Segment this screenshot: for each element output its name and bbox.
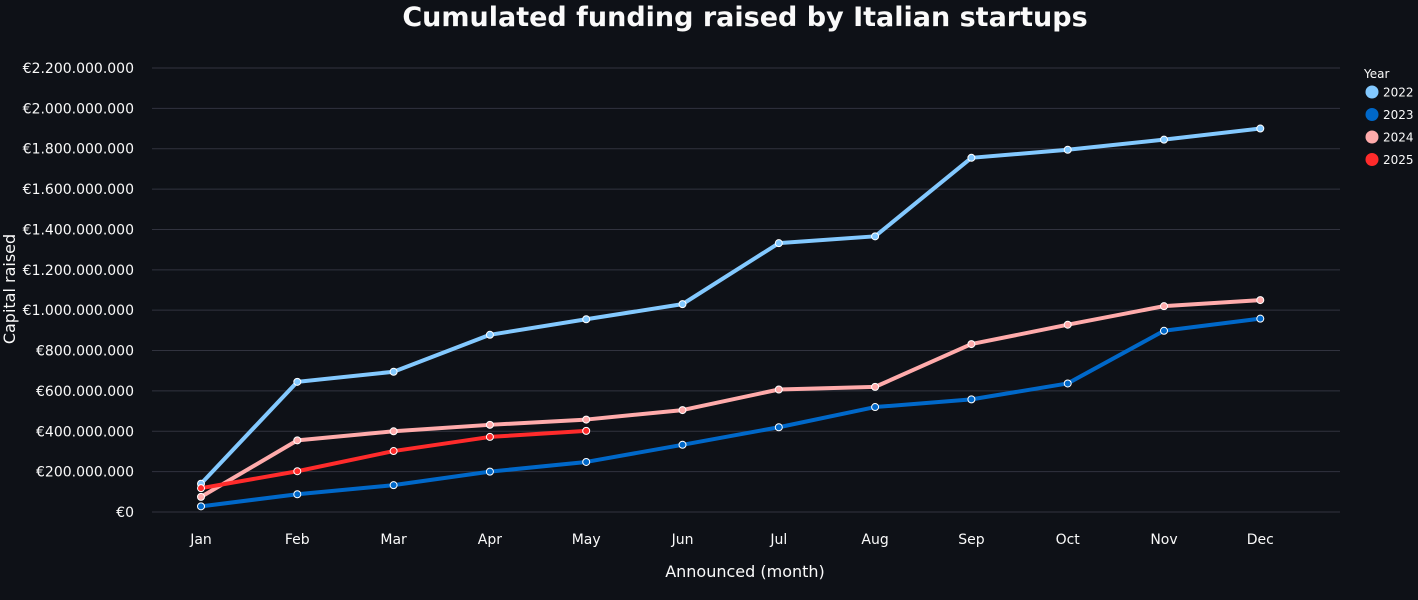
x-tick-label: Aug xyxy=(861,532,888,548)
legend-swatch xyxy=(1365,108,1379,121)
y-tick-label: €600.000.000 xyxy=(36,384,134,400)
x-tick-label: Mar xyxy=(380,532,407,548)
legend-swatch xyxy=(1365,130,1379,144)
grid xyxy=(152,67,1340,513)
y-tick-label: €400.000.000 xyxy=(36,424,134,440)
x-tick-label: May xyxy=(572,532,601,548)
x-tick-label: Nov xyxy=(1150,532,1177,548)
data-point[interactable] xyxy=(485,420,494,429)
series-line xyxy=(199,298,1263,499)
y-tick-label: €0 xyxy=(116,505,134,521)
data-point[interactable] xyxy=(485,467,494,476)
data-point[interactable] xyxy=(582,457,591,466)
data-point[interactable] xyxy=(485,432,494,441)
chart-title: Cumulated funding raised by Italian star… xyxy=(402,2,1087,33)
data-point[interactable] xyxy=(1256,124,1265,133)
y-tick-label: €1.600.000.000 xyxy=(23,182,134,198)
x-tick-label: Jan xyxy=(189,532,212,548)
y-tick-label: €1.200.000.000 xyxy=(23,263,134,279)
data-point[interactable] xyxy=(871,232,880,241)
data-point[interactable] xyxy=(1063,145,1072,154)
data-point[interactable] xyxy=(967,395,976,404)
series-2025 xyxy=(197,426,591,493)
series-2024 xyxy=(197,296,1265,501)
legend-item-2025[interactable]: 2025 xyxy=(1365,153,1414,167)
data-point[interactable] xyxy=(582,426,591,435)
series-lines xyxy=(197,124,1265,511)
y-tick-label: €2.000.000.000 xyxy=(23,101,134,117)
data-point[interactable] xyxy=(774,239,783,248)
y-axis-title: Capital raised xyxy=(0,234,19,344)
data-point[interactable] xyxy=(774,423,783,432)
data-point[interactable] xyxy=(485,330,494,339)
legend-swatch xyxy=(1365,153,1379,166)
data-point[interactable] xyxy=(197,492,205,501)
data-point[interactable] xyxy=(1063,320,1072,329)
data-point[interactable] xyxy=(389,427,398,436)
data-point[interactable] xyxy=(293,467,302,476)
data-point[interactable] xyxy=(1256,296,1265,305)
legend: Year 2022 2023 2024 2025 xyxy=(1363,67,1414,167)
data-point[interactable] xyxy=(389,367,398,376)
y-tick-label: €2.200.000.000 xyxy=(23,61,134,77)
legend-label: 2024 xyxy=(1383,131,1414,145)
series-line xyxy=(199,428,589,491)
data-point[interactable] xyxy=(582,315,591,324)
data-point[interactable] xyxy=(293,490,302,499)
y-tick-label: €1.800.000.000 xyxy=(23,142,134,158)
legend-label: 2025 xyxy=(1383,153,1414,167)
series-2023 xyxy=(197,314,1265,511)
series-line xyxy=(199,316,1263,509)
x-tick-label: Jul xyxy=(769,532,787,548)
y-tick-label: €800.000.000 xyxy=(36,344,134,360)
y-tick-label: €1.000.000.000 xyxy=(23,303,134,319)
x-tick-label: Apr xyxy=(478,532,502,548)
data-point[interactable] xyxy=(197,502,205,511)
data-point[interactable] xyxy=(1160,302,1168,311)
x-tick-label: Feb xyxy=(285,532,310,548)
legend-item-2024[interactable]: 2024 xyxy=(1365,130,1414,145)
x-tick-label: Dec xyxy=(1247,532,1274,548)
data-point[interactable] xyxy=(1160,326,1168,335)
legend-title: Year xyxy=(1363,67,1389,81)
data-point[interactable] xyxy=(678,300,687,309)
legend-swatch xyxy=(1365,85,1379,99)
x-axis-title: Announced (month) xyxy=(665,562,825,581)
legend-label: 2022 xyxy=(1383,86,1414,100)
data-point[interactable] xyxy=(1160,135,1168,144)
data-point[interactable] xyxy=(1063,379,1072,388)
data-point[interactable] xyxy=(197,484,205,493)
data-point[interactable] xyxy=(678,440,687,449)
data-point[interactable] xyxy=(1256,314,1265,323)
data-point[interactable] xyxy=(678,406,687,415)
data-point[interactable] xyxy=(967,153,976,162)
data-point[interactable] xyxy=(582,415,591,424)
x-axis-ticks: Jan Feb Mar Apr May Jun Jul Aug Sep Oct Nov Dec xyxy=(189,532,1274,548)
y-axis-ticks: €0 €200.000.000 €400.000.000 €600.000.000 €8… xyxy=(23,61,134,521)
legend-item-2023[interactable]: 2023 xyxy=(1365,108,1414,122)
x-tick-label: Jun xyxy=(671,532,694,548)
legend-label: 2023 xyxy=(1383,108,1414,122)
legend-item-2022[interactable]: 2022 xyxy=(1365,85,1414,100)
series-line xyxy=(199,126,1263,486)
data-point[interactable] xyxy=(293,377,302,386)
x-tick-label: Sep xyxy=(958,532,985,548)
data-point[interactable] xyxy=(389,447,398,456)
data-point[interactable] xyxy=(871,382,880,391)
data-point[interactable] xyxy=(389,481,398,490)
x-tick-label: Oct xyxy=(1056,532,1081,548)
data-point[interactable] xyxy=(774,385,783,394)
y-tick-label: €200.000.000 xyxy=(36,465,134,481)
data-point[interactable] xyxy=(293,436,302,445)
data-point[interactable] xyxy=(967,340,976,349)
data-point[interactable] xyxy=(871,403,880,412)
y-tick-label: €1.400.000.000 xyxy=(23,222,134,238)
series-2022 xyxy=(197,124,1265,488)
